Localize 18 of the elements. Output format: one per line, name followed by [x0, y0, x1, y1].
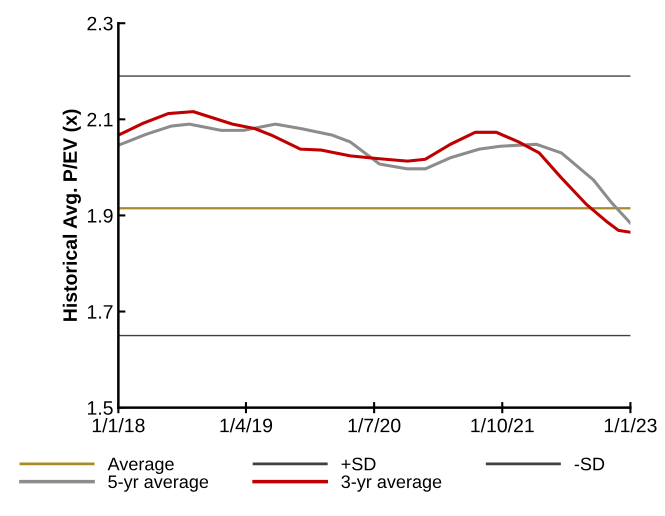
line-series — [118, 122, 630, 225]
y-tick-label: 2.3 — [87, 16, 113, 30]
line-series — [118, 110, 630, 234]
legend-label: +SD — [342, 458, 376, 470]
x-tick-label: 1/4/19 — [220, 418, 272, 432]
y-tick-label: 1.9 — [88, 208, 113, 223]
legend-label: -SD — [574, 458, 604, 470]
y-tick-label: 2.1 — [87, 112, 113, 126]
legend-label: Average — [108, 458, 174, 474]
y-axis-title: Historical Avg. P/EV (x) — [62, 110, 81, 321]
legend-label: 3-yr average — [341, 475, 442, 492]
y-tick-label: 1.5 — [88, 401, 113, 415]
legend-label: 5-yr average — [108, 476, 208, 492]
y-tick-label: 1.7 — [88, 305, 113, 319]
x-tick-label: 1/7/20 — [348, 418, 400, 432]
x-tick-label: 1/10/21 — [471, 418, 534, 432]
x-tick-label: 1/1/18 — [92, 418, 145, 432]
x-tick-label: 1/1/23 — [604, 418, 657, 432]
